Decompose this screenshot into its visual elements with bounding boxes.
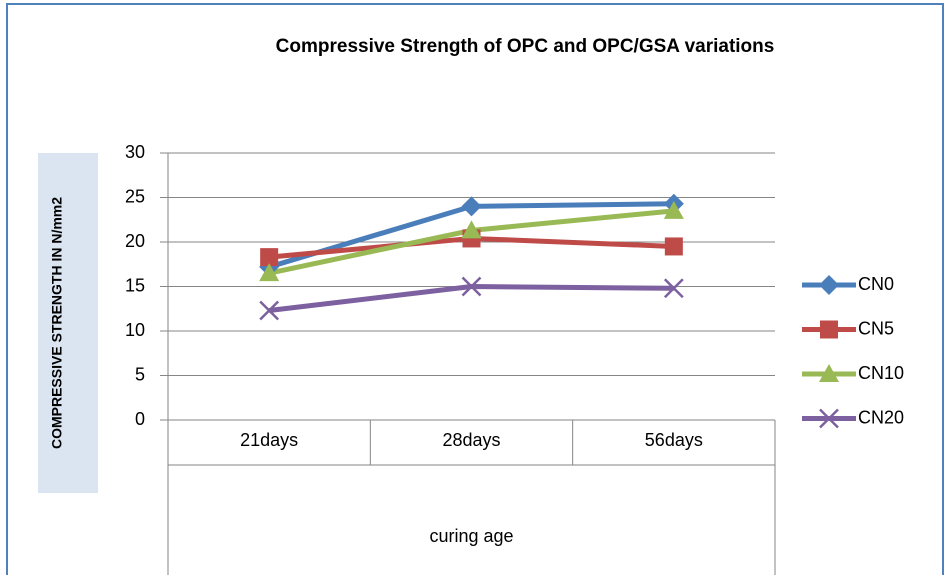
marker [820, 320, 838, 339]
marker [259, 263, 280, 282]
series-line [268, 284, 674, 314]
x-tick-label: 56days [645, 430, 703, 450]
marker [664, 237, 683, 256]
x-axis-label: curing age [429, 526, 513, 546]
legend-label: CN0 [858, 274, 894, 294]
y-axis-label: COMPRESSIVE STRENGTH IN N/mm2 [49, 197, 65, 449]
chart-title: Compressive Strength of OPC and OPC/GSA … [276, 36, 775, 57]
marker [259, 300, 280, 321]
chart-frame [6, 3, 944, 575]
legend-label: CN5 [858, 318, 894, 338]
y-tick-label: 5 [135, 364, 145, 384]
marker [260, 248, 279, 267]
y-tick-label: 15 [125, 275, 145, 295]
marker [663, 200, 684, 219]
y-tick-label: 25 [125, 186, 145, 206]
legend-label: CN20 [858, 407, 904, 427]
x-tick-label: 21days [240, 430, 298, 450]
y-tick-label: 0 [135, 409, 145, 429]
marker [819, 275, 839, 295]
y-label-box [38, 153, 98, 493]
marker [819, 364, 839, 382]
y-tick-label: 30 [125, 142, 145, 162]
legend-label: CN10 [858, 363, 904, 383]
marker [819, 408, 839, 429]
marker [663, 278, 684, 299]
marker [461, 220, 482, 239]
y-tick-label: 20 [125, 231, 145, 251]
marker [461, 196, 482, 217]
x-tick-label: 28days [442, 430, 500, 450]
marker [461, 276, 482, 297]
y-tick-label: 10 [125, 320, 145, 340]
